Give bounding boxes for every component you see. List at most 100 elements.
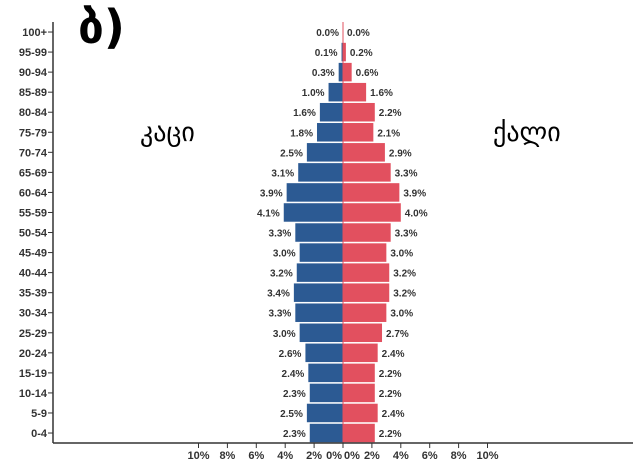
female-bar (343, 303, 387, 322)
age-group-label: 5-9 (31, 408, 47, 420)
male-value-label: 2.4% (282, 369, 305, 380)
male-bar (341, 42, 343, 62)
female-value-label: 0.6% (356, 68, 379, 79)
age-group-label: 55-59 (19, 207, 47, 219)
male-bar (296, 263, 343, 282)
female-value-label: 2.7% (386, 329, 409, 340)
female-value-label: 3.3% (395, 168, 418, 179)
male-bar (316, 123, 343, 142)
male-value-label: 0.1% (315, 48, 338, 59)
female-value-label: 2.2% (379, 389, 402, 400)
female-value-label: 0.0% (347, 28, 370, 39)
x-tick-label: 2% (306, 450, 322, 462)
female-bar (343, 343, 378, 363)
female-bar (343, 203, 401, 222)
age-group-label: 85-89 (19, 87, 47, 99)
male-bar (298, 163, 343, 182)
female-bar (343, 163, 391, 182)
female-bar (343, 82, 367, 102)
panel-label: ბ) (78, 0, 125, 54)
male-value-label: 3.0% (273, 249, 296, 260)
male-series-label: კაცი (140, 118, 195, 148)
male-bar (338, 62, 343, 82)
female-bar (343, 123, 374, 142)
female-value-label: 0.2% (350, 48, 373, 59)
age-group-label: 45-49 (19, 248, 47, 260)
female-value-label: 3.0% (390, 249, 413, 260)
female-bar (343, 323, 383, 343)
female-value-label: 2.4% (382, 349, 405, 360)
x-tick-label: 4% (393, 450, 409, 462)
male-bar (306, 403, 343, 423)
female-value-label: 4.0% (405, 208, 428, 219)
male-bar (328, 82, 343, 102)
male-bar (283, 203, 343, 222)
male-bar (308, 363, 343, 383)
male-value-label: 2.3% (283, 429, 306, 440)
x-tick-label: 8% (451, 450, 467, 462)
age-group-label: 10-14 (19, 388, 48, 400)
male-value-label: 2.5% (280, 409, 303, 420)
x-tick-label: 6% (248, 450, 264, 462)
male-value-label: 3.1% (271, 168, 294, 179)
male-value-label: 3.9% (260, 188, 283, 199)
male-bar (309, 383, 343, 403)
male-value-label: 1.6% (293, 108, 316, 119)
male-value-label: 2.6% (279, 349, 302, 360)
age-group-label: 70-74 (19, 147, 48, 159)
age-group-label: 95-99 (19, 47, 47, 59)
male-bar (295, 223, 343, 242)
age-group-label: 40-44 (19, 268, 48, 280)
x-tick-label: 10% (476, 450, 498, 462)
male-value-label: 3.2% (270, 269, 293, 280)
male-bar (309, 423, 343, 443)
age-group-label: 0-4 (31, 428, 48, 440)
male-bar (299, 243, 343, 262)
female-value-label: 3.2% (393, 269, 416, 280)
female-value-label: 3.3% (395, 229, 418, 240)
age-group-label: 20-24 (19, 348, 48, 360)
male-value-label: 1.0% (302, 88, 325, 99)
female-bar (343, 363, 375, 383)
male-value-label: 4.1% (257, 208, 280, 219)
age-group-label: 35-39 (19, 288, 47, 300)
age-group-label: 30-34 (19, 308, 48, 320)
female-series-label: ქალი (493, 118, 561, 148)
age-group-label: 65-69 (19, 167, 47, 179)
female-bar (343, 243, 387, 262)
female-bar (343, 423, 375, 443)
male-bar (295, 303, 343, 322)
female-bar (343, 403, 378, 423)
female-value-label: 2.4% (382, 409, 405, 420)
male-bar (286, 183, 343, 202)
female-value-label: 3.0% (390, 309, 413, 320)
age-group-label: 75-79 (19, 127, 47, 139)
female-value-label: 2.9% (389, 148, 412, 159)
female-value-label: 2.1% (377, 128, 400, 139)
age-group-label: 60-64 (19, 187, 48, 199)
female-bar (343, 42, 346, 62)
female-value-label: 1.6% (370, 88, 393, 99)
x-tick-label: 2% (364, 450, 380, 462)
female-value-label: 2.2% (379, 369, 402, 380)
female-value-label: 3.2% (393, 289, 416, 300)
male-value-label: 2.3% (283, 389, 306, 400)
x-tick-label: 0% (344, 450, 360, 462)
x-tick-label: 10% (187, 450, 209, 462)
male-value-label: 3.3% (269, 309, 292, 320)
male-value-label: 1.8% (290, 128, 313, 139)
male-value-label: 0.3% (312, 68, 335, 79)
male-value-label: 0.0% (316, 28, 339, 39)
age-group-label: 90-94 (19, 67, 48, 79)
age-group-label: 50-54 (19, 228, 48, 240)
x-tick-label: 0% (326, 450, 342, 462)
female-bar (343, 263, 390, 282)
female-bar (343, 383, 375, 403)
female-bar (343, 62, 352, 82)
age-group-label: 15-19 (19, 368, 47, 380)
male-value-label: 3.0% (273, 329, 296, 340)
male-bar (306, 143, 343, 162)
male-bar (305, 343, 343, 363)
female-bar (343, 183, 400, 202)
